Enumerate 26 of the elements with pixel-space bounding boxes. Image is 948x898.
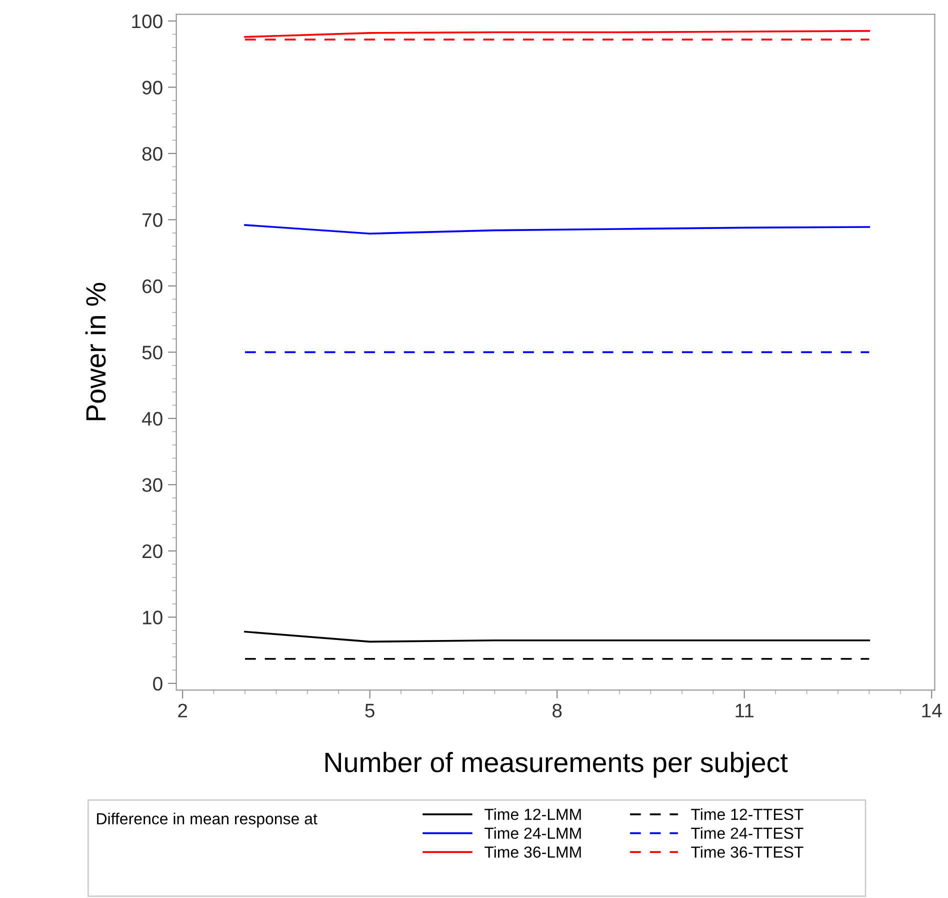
y-tick-label: 40 [142, 412, 162, 426]
x-axis-title: Number of measurements per subject [325, 752, 788, 778]
y-tick-label: 50 [142, 346, 162, 360]
line-series [244, 224, 870, 235]
x-tick-label: 11 [736, 704, 754, 718]
y-tick-label: 60 [142, 279, 162, 294]
x-tick-label: 8 [552, 704, 562, 718]
x-tick-label: 5 [365, 704, 374, 718]
y-tick-label: 20 [142, 544, 162, 558]
y-tick-label: 70 [142, 213, 162, 227]
legend-label: Time 24-LMM [484, 827, 581, 839]
x-tick-label: 14 [922, 704, 942, 718]
legend-label: Time 24-TTEST [691, 827, 804, 839]
legend-label: Time 36-LMM [484, 846, 581, 858]
y-tick-label: 10 [142, 610, 162, 624]
legend-label: Time 12-LMM [484, 808, 581, 820]
y-tick-label: 80 [142, 146, 162, 161]
y-tick-label: 100 [132, 14, 162, 28]
y-tick-label: 30 [142, 478, 162, 492]
y-tick-label: 0 [153, 676, 162, 691]
y-axis-title: Power in % [85, 282, 106, 420]
legend-title: Difference in mean response at [97, 812, 318, 828]
legend-label: Time 12-TTEST [691, 808, 804, 820]
legend-label: Time 36-TTEST [691, 846, 804, 858]
y-tick-label: 90 [142, 80, 162, 94]
x-tick-label: 2 [178, 704, 187, 718]
